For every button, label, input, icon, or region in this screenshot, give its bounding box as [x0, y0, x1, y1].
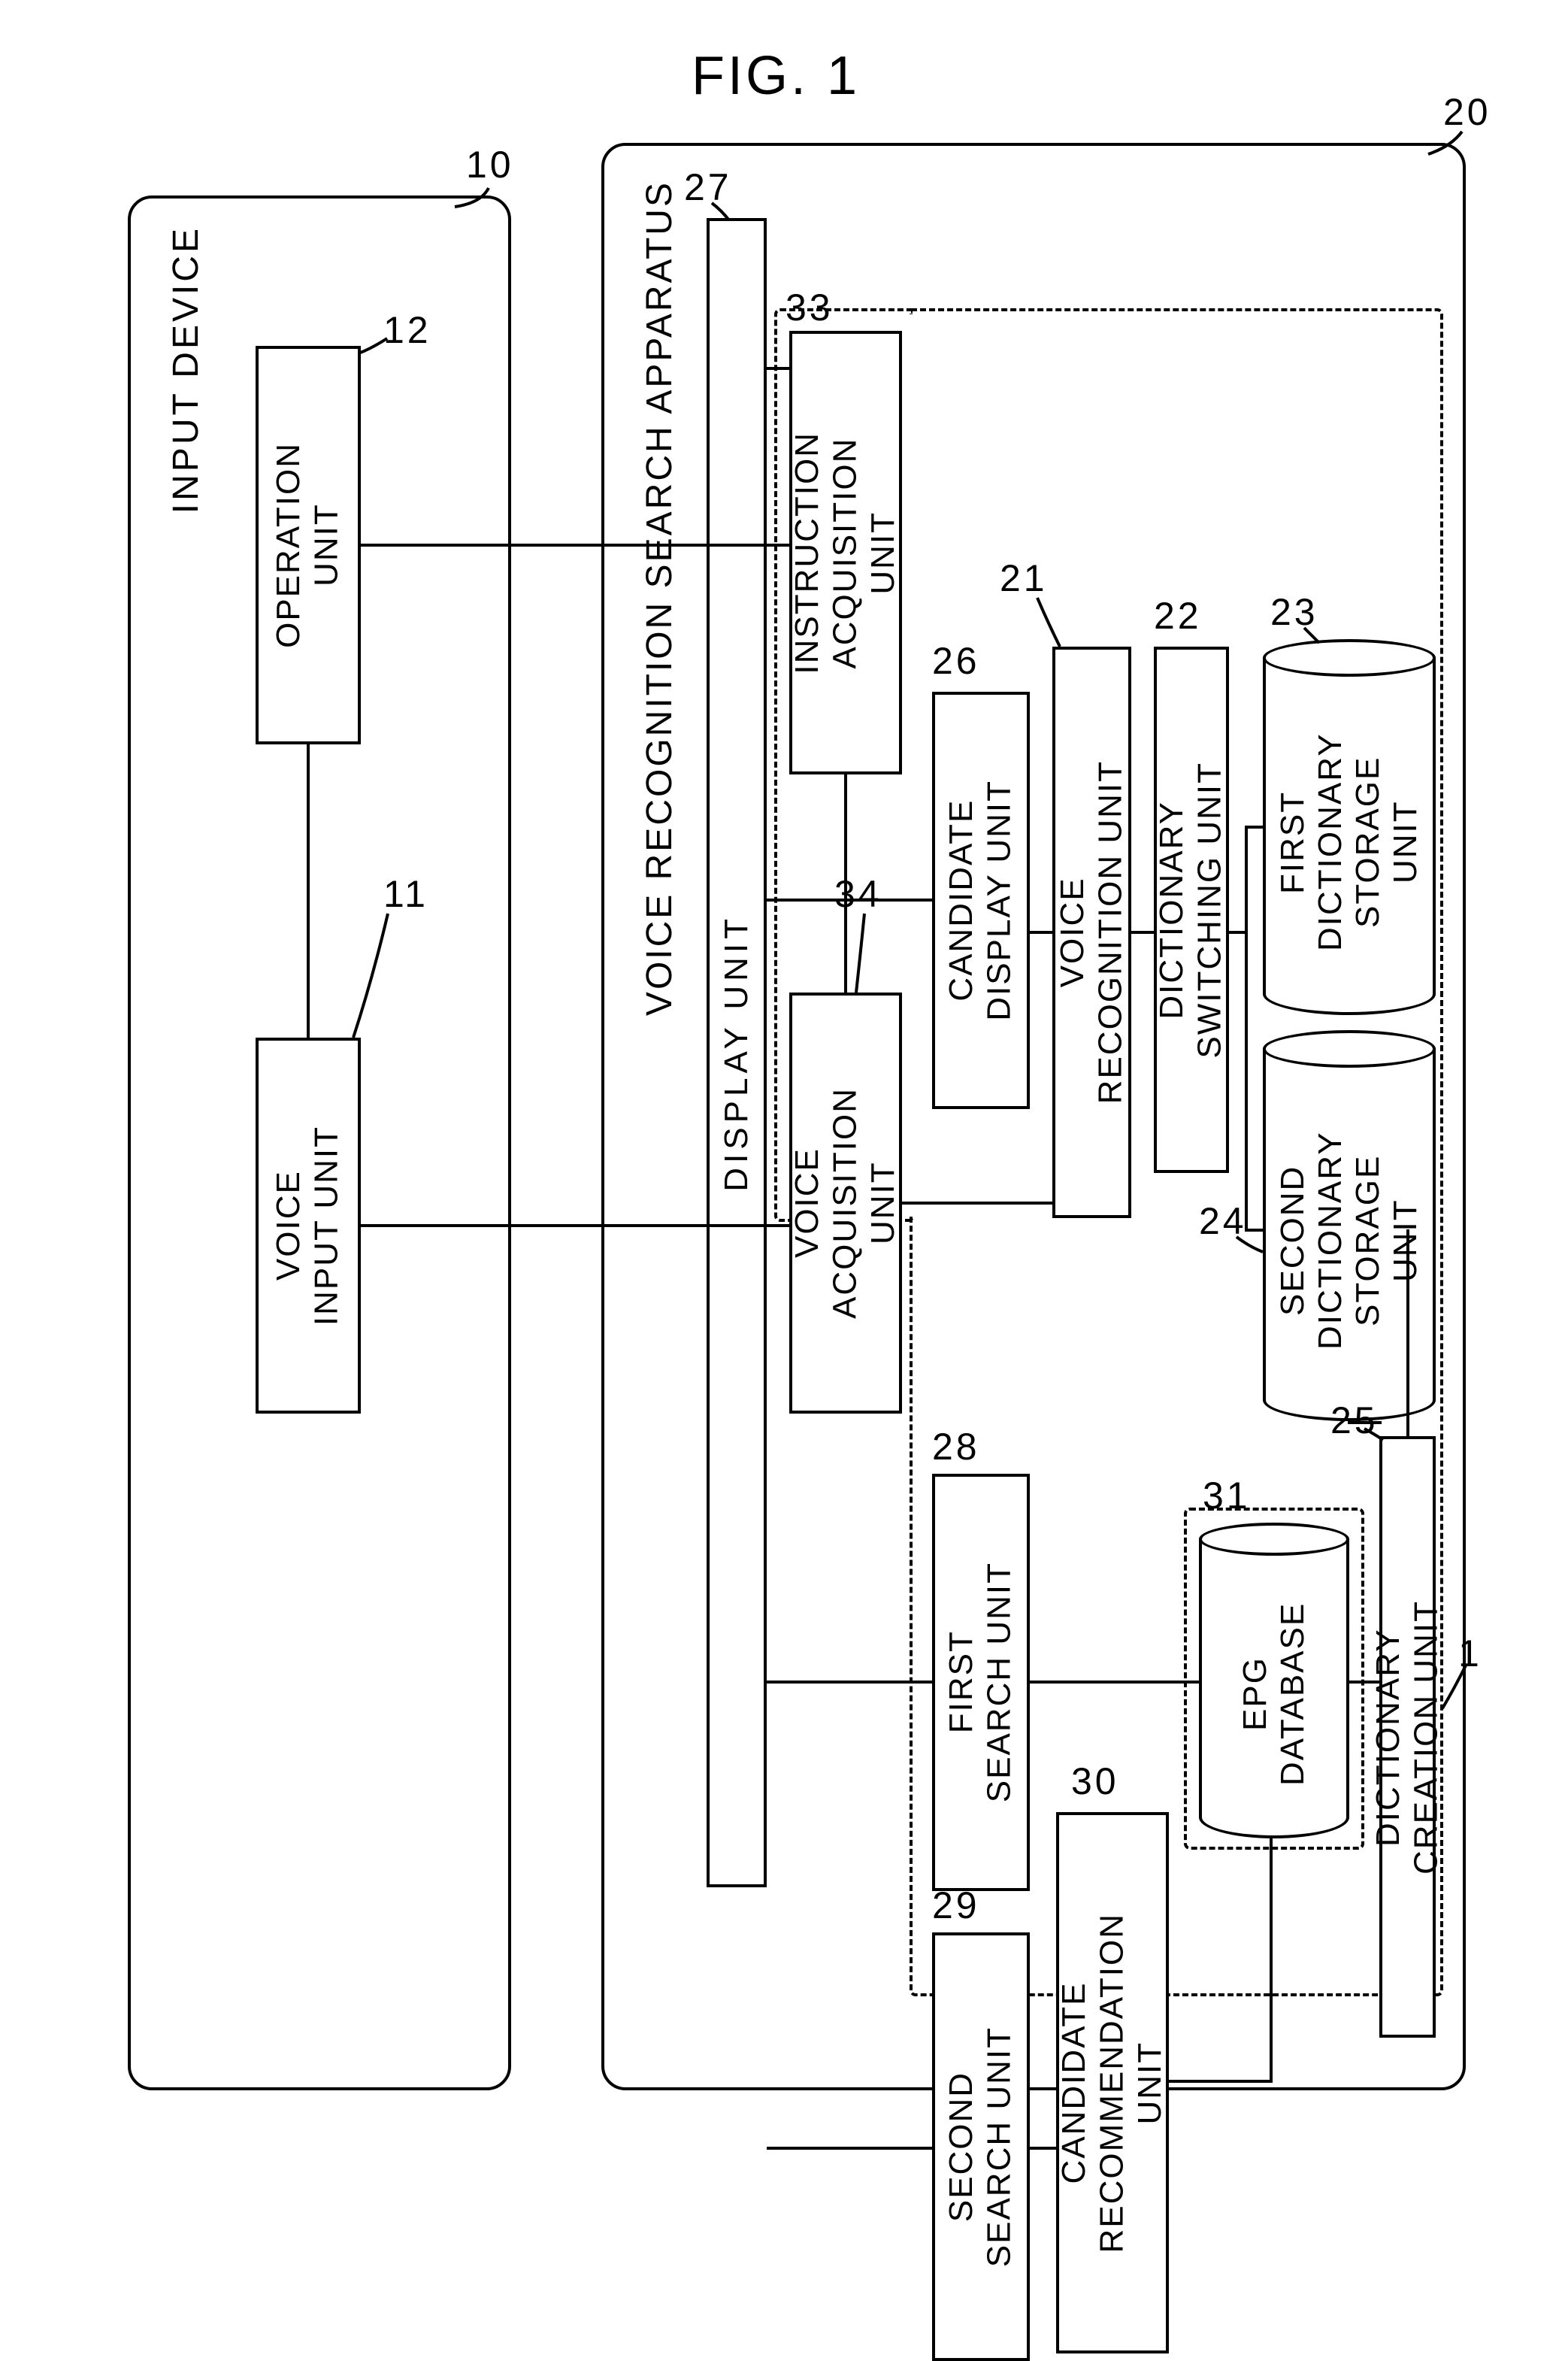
conn-30-epg-v	[1270, 1838, 1273, 2083]
voice-input-unit-label: VOICE INPUT UNIT	[270, 1126, 346, 1326]
conn-28-epg	[1030, 1681, 1199, 1684]
operation-unit-label: OPERATION UNIT	[270, 442, 346, 648]
voice-input-unit: VOICE INPUT UNIT	[256, 1038, 361, 1414]
input-device-title: INPUT DEVICE	[165, 226, 207, 514]
diagram-page: FIG. 1 INPUT DEVICE 10 OPERATION UNIT 12…	[30, 30, 1538, 2139]
conn-33-34	[844, 774, 847, 993]
lead-10	[451, 180, 496, 211]
conn-25-down	[1406, 1229, 1409, 1436]
voice-acq-unit: VOICE ACQUISITION UNIT	[789, 993, 902, 1414]
conn-trunk-24	[1245, 1229, 1266, 1232]
epg-dash	[1184, 1508, 1364, 1850]
second-dict-label: SECOND DICTIONARY STORAGE UNIT	[1263, 1083, 1436, 1399]
cpu-dash-mask	[907, 314, 914, 1217]
conn-33-display	[767, 367, 789, 370]
instruction-acq-unit: INSTRUCTION ACQUISITION UNIT	[789, 331, 902, 774]
ref-22: 22	[1154, 594, 1202, 638]
conn-op-voice	[307, 744, 310, 1038]
conn-trunk-v	[1245, 826, 1248, 1232]
conn-epg-25	[1349, 1681, 1379, 1684]
lead-25	[1361, 1425, 1387, 1444]
candidate-recommendation-label: CANDIDATE RECOMMENDATION UNIT	[1055, 1913, 1170, 2253]
first-dict-storage: FIRST DICTIONARY STORAGE UNIT	[1263, 639, 1436, 1015]
conn-disp-28	[767, 1681, 932, 1684]
apparatus-title: VOICE RECOGNITION SEARCH APPARATUS	[639, 180, 680, 1016]
conn-26-display	[767, 899, 932, 902]
dictionary-switching-unit: DICTIONARY SWITCHING UNIT	[1154, 647, 1229, 1173]
conn-30-epg-h	[1169, 2080, 1273, 2083]
candidate-display-unit: CANDIDATE DISPLAY UNIT	[932, 692, 1030, 1109]
figure-title: FIG. 1	[692, 45, 860, 107]
conn-25-24	[1348, 1421, 1382, 1424]
lead-21	[1034, 594, 1064, 650]
second-search-unit: SECOND SEARCH UNIT	[932, 1932, 1030, 2361]
dictionary-creation-unit: DICTIONARY CREATION UNIT	[1379, 1436, 1436, 2038]
ref-26: 26	[932, 639, 980, 683]
display-unit-label: DISPLAY UNIT	[718, 914, 756, 1192]
lead-34	[853, 910, 876, 996]
first-dict-label: FIRST DICTIONARY STORAGE UNIT	[1263, 692, 1436, 993]
conn-26-21	[1030, 931, 1052, 934]
conn-29-30	[1030, 2147, 1056, 2150]
dictionary-creation-label: DICTIONARY CREATION UNIT	[1370, 1600, 1445, 1875]
conn-disp-29	[767, 2147, 932, 2150]
candidate-recommendation-unit: CANDIDATE RECOMMENDATION UNIT	[1056, 1812, 1169, 2353]
first-search-unit: FIRST SEARCH UNIT	[932, 1474, 1030, 1891]
second-dict-storage: SECOND DICTIONARY STORAGE UNIT	[1263, 1030, 1436, 1421]
voice-recognition-label: VOICE RECOGNITION UNIT	[1054, 760, 1130, 1104]
ref-30: 30	[1071, 1759, 1119, 1803]
display-unit: DISPLAY UNIT	[707, 218, 767, 1887]
lead-11	[350, 910, 392, 1045]
lead-12	[357, 335, 391, 357]
lead-20	[1424, 128, 1470, 158]
conn-21-22	[1131, 931, 1154, 934]
conn-op-33	[361, 544, 789, 547]
ref-33: 33	[786, 286, 834, 329]
voice-recognition-unit: VOICE RECOGNITION UNIT	[1052, 647, 1131, 1218]
candidate-display-label: CANDIDATE DISPLAY UNIT	[943, 780, 1019, 1021]
ref-29: 29	[932, 1884, 980, 1927]
conn-34-21-a	[902, 1202, 1052, 1205]
first-search-label: FIRST SEARCH UNIT	[943, 1562, 1019, 1802]
conn-vi-34	[361, 1224, 789, 1227]
lead-24	[1233, 1233, 1267, 1256]
voice-acq-label: VOICE ACQUISITION UNIT	[789, 1087, 903, 1319]
lead-23	[1300, 624, 1323, 647]
instruction-acq-label: INSTRUCTION ACQUISITION UNIT	[789, 432, 903, 674]
operation-unit: OPERATION UNIT	[256, 346, 361, 744]
conn-trunk-23	[1245, 826, 1266, 829]
lead-27	[710, 199, 733, 222]
ref-28: 28	[932, 1425, 980, 1468]
dictionary-switching-label: DICTIONARY SWITCHING UNIT	[1153, 762, 1229, 1059]
second-search-label: SECOND SEARCH UNIT	[943, 2026, 1019, 2267]
